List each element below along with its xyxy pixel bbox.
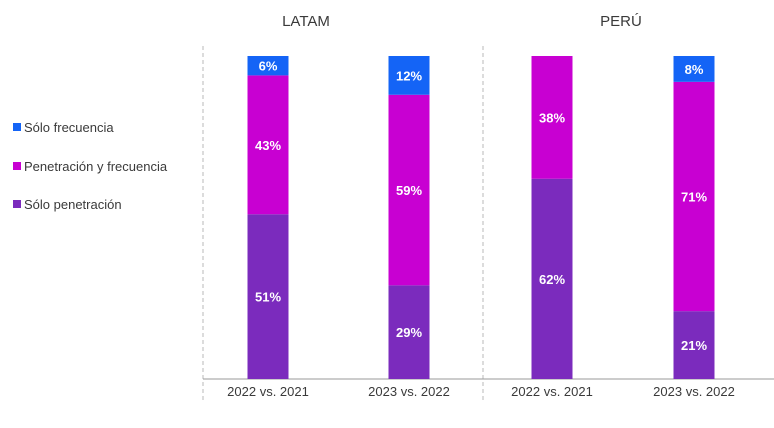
bar-per-1-solo-penetracion: [531, 178, 573, 379]
legend-solo-frecuencia-label: Sólo frecuencia: [24, 120, 114, 135]
bar-latam-2-solo-penetracion: [388, 285, 430, 379]
bar-latam-2-penetracion-y-frecuencia-label: 59%: [396, 183, 422, 198]
legend: Sólo frecuencia Penetración y frecuencia S…: [13, 120, 168, 212]
x-tick-per-2: 2023 vs. 2022: [653, 384, 735, 399]
legend-solo-penetracion-label: Sólo penetración: [24, 197, 122, 212]
bar-latam-1-penetracion-y-frecuencia: [247, 75, 289, 215]
group-title-latam: LATAM: [282, 13, 330, 30]
legend-solo-frecuencia-swatch: [13, 123, 21, 131]
bar-per-1-penetracion-y-frecuencia: [531, 56, 573, 179]
bars: 51% 43% 6% 29% 59% 12% 62% 38% 21% 71% 8%: [247, 56, 715, 379]
group-titles: LATAM PERÚ: [282, 13, 642, 30]
legend-penetracion-y-frecuencia-swatch: [13, 162, 21, 170]
bar-latam-2-solo-penetracion-label: 29%: [396, 325, 422, 340]
bar-latam-2-solo-frecuencia: [388, 56, 430, 95]
bar-per-2-solo-frecuencia-label: 8%: [685, 62, 704, 77]
bar-per-2-solo-frecuencia: [673, 56, 715, 82]
legend-penetracion-y-frecuencia-label: Penetración y frecuencia: [24, 159, 168, 174]
bar-per-2-solo-penetracion-label: 21%: [681, 338, 707, 353]
legend-solo-penetracion-swatch: [13, 200, 21, 208]
bar-per-2-penetracion-y-frecuencia: [673, 81, 715, 312]
x-tick-latam-1: 2022 vs. 2021: [227, 384, 309, 399]
bar-per-1-solo-penetracion-label: 62%: [539, 272, 565, 287]
group-separators: [202, 46, 484, 400]
bar-per-2-solo-penetracion: [673, 311, 715, 379]
bar-latam-1-penetracion-y-frecuencia-label: 43%: [255, 138, 281, 153]
bar-per-1-penetracion-y-frecuencia-label: 38%: [539, 110, 565, 125]
bar-latam-2-penetracion-y-frecuencia: [388, 94, 430, 286]
x-tick-latam-2: 2023 vs. 2022: [368, 384, 450, 399]
group-title-per: PERÚ: [600, 13, 642, 30]
bar-latam-1-solo-penetracion: [247, 214, 289, 379]
x-tick-labels: 2022 vs. 2021 2023 vs. 2022 2022 vs. 2021 2…: [227, 384, 735, 399]
bar-per-2-penetracion-y-frecuencia-label: 71%: [681, 190, 707, 205]
bar-latam-1-solo-frecuencia-label: 6%: [259, 59, 278, 74]
x-tick-per-1: 2022 vs. 2021: [511, 384, 593, 399]
bar-latam-1-solo-penetracion-label: 51%: [255, 290, 281, 305]
bar-latam-2-solo-frecuencia-label: 12%: [396, 68, 422, 83]
bar-latam-1-solo-frecuencia: [247, 56, 289, 76]
